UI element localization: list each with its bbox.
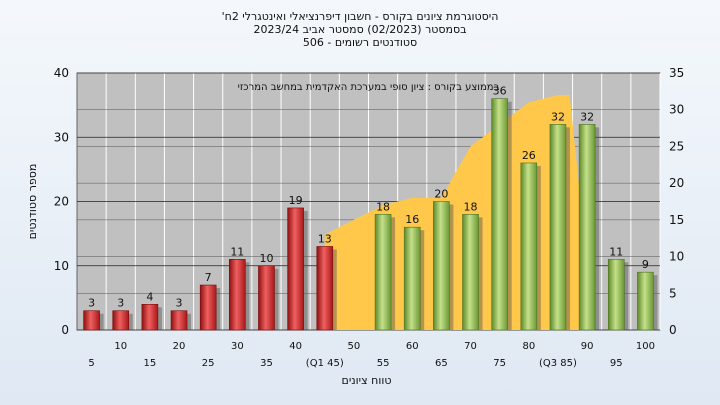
bar-value-label: 20	[434, 188, 448, 201]
bar	[83, 310, 100, 331]
bar	[549, 124, 567, 331]
bar-value-label: 26	[522, 149, 536, 162]
bar	[403, 226, 421, 331]
bar	[578, 124, 596, 331]
chart-annotation: בממוצע בקורס : ציון סופי במערכת האקדמית …	[238, 82, 500, 93]
bar-value-label: 32	[551, 110, 565, 123]
bar	[637, 271, 654, 331]
x-tick-label: 10	[114, 341, 127, 352]
x-tick-label: 55	[377, 358, 390, 369]
y2-tick-label: 5	[669, 286, 677, 300]
x-tick-label: 30	[231, 341, 244, 352]
bar-value-label: 36	[493, 85, 507, 98]
x-tick-label: 95	[610, 358, 623, 369]
y-tick-label: 0	[61, 323, 69, 337]
bar	[607, 259, 625, 331]
bar-value-label: 4	[146, 290, 153, 303]
x-tick-label: 70	[464, 341, 477, 352]
bar-value-label: 10	[259, 252, 273, 265]
y2-tick-label: 15	[669, 213, 684, 227]
x-tick-label: 75	[493, 358, 506, 369]
bar	[141, 303, 159, 331]
bar	[287, 207, 304, 331]
x-tick-label: (Q1 45)	[306, 358, 344, 369]
x-tick-label: 5	[88, 358, 94, 369]
bar	[520, 162, 538, 331]
x-tick-label: 60	[406, 341, 419, 352]
x-tick-label: 65	[435, 358, 448, 369]
bar	[229, 259, 246, 331]
bar-value-label: 18	[376, 200, 390, 213]
bar-value-label: 19	[289, 194, 303, 207]
bar	[112, 310, 130, 331]
x-tick-label: 25	[202, 358, 215, 369]
bar-value-label: 11	[230, 245, 244, 258]
bar-value-label: 32	[580, 110, 594, 123]
y2-tick-label: 25	[669, 139, 684, 153]
y-axis-title: מספר סטודנטים	[26, 164, 39, 240]
chart-title: 'היסטוגרמת ציונים בקורס - חשבון דיפרנציא…	[221, 10, 499, 23]
y2-tick-label: 0	[669, 323, 677, 337]
x-tick-label: 40	[289, 341, 302, 352]
y-tick-label: 10	[54, 259, 69, 273]
y2-tick-label: 20	[669, 176, 684, 190]
x-tick-label: 15	[144, 358, 157, 369]
bar-value-label: 18	[464, 200, 478, 213]
bar	[316, 246, 334, 331]
bar-value-label: 13	[318, 232, 332, 245]
bar-value-label: 3	[117, 297, 124, 310]
x-tick-label: 100	[636, 341, 655, 352]
bar	[170, 310, 188, 331]
bar-value-label: 3	[88, 297, 95, 310]
bar	[433, 201, 450, 331]
bar	[491, 98, 508, 331]
chart-subtitle-semester: בסמסטר (02/2023) סמסטר אביב 2023/24	[253, 23, 467, 36]
bar-value-label: 16	[405, 213, 419, 226]
x-tick-label: 35	[260, 358, 273, 369]
x-tick-label: 80	[522, 341, 535, 352]
y-tick-label: 30	[54, 130, 69, 144]
bar	[374, 214, 392, 331]
y2-tick-label: 35	[669, 66, 684, 80]
bar	[462, 214, 479, 331]
x-tick-label: 50	[348, 341, 361, 352]
bar-value-label: 11	[609, 245, 623, 258]
bar	[199, 284, 217, 331]
y-tick-label: 20	[54, 195, 69, 209]
x-tick-label: 90	[581, 341, 594, 352]
y-tick-label: 40	[54, 66, 69, 80]
x-axis-title: טווח ציונים	[342, 374, 392, 387]
x-tick-label: (Q3 85)	[539, 358, 577, 369]
x-tick-label: 20	[173, 341, 186, 352]
y2-tick-label: 30	[669, 103, 684, 117]
bar-value-label: 3	[176, 297, 183, 310]
chart-subtitle-students: סטודנטים רשומים - 506	[302, 36, 418, 49]
bar-value-label: 9	[642, 258, 649, 271]
y2-tick-label: 10	[669, 250, 684, 264]
bar-value-label: 7	[205, 271, 212, 284]
bar	[258, 265, 275, 331]
